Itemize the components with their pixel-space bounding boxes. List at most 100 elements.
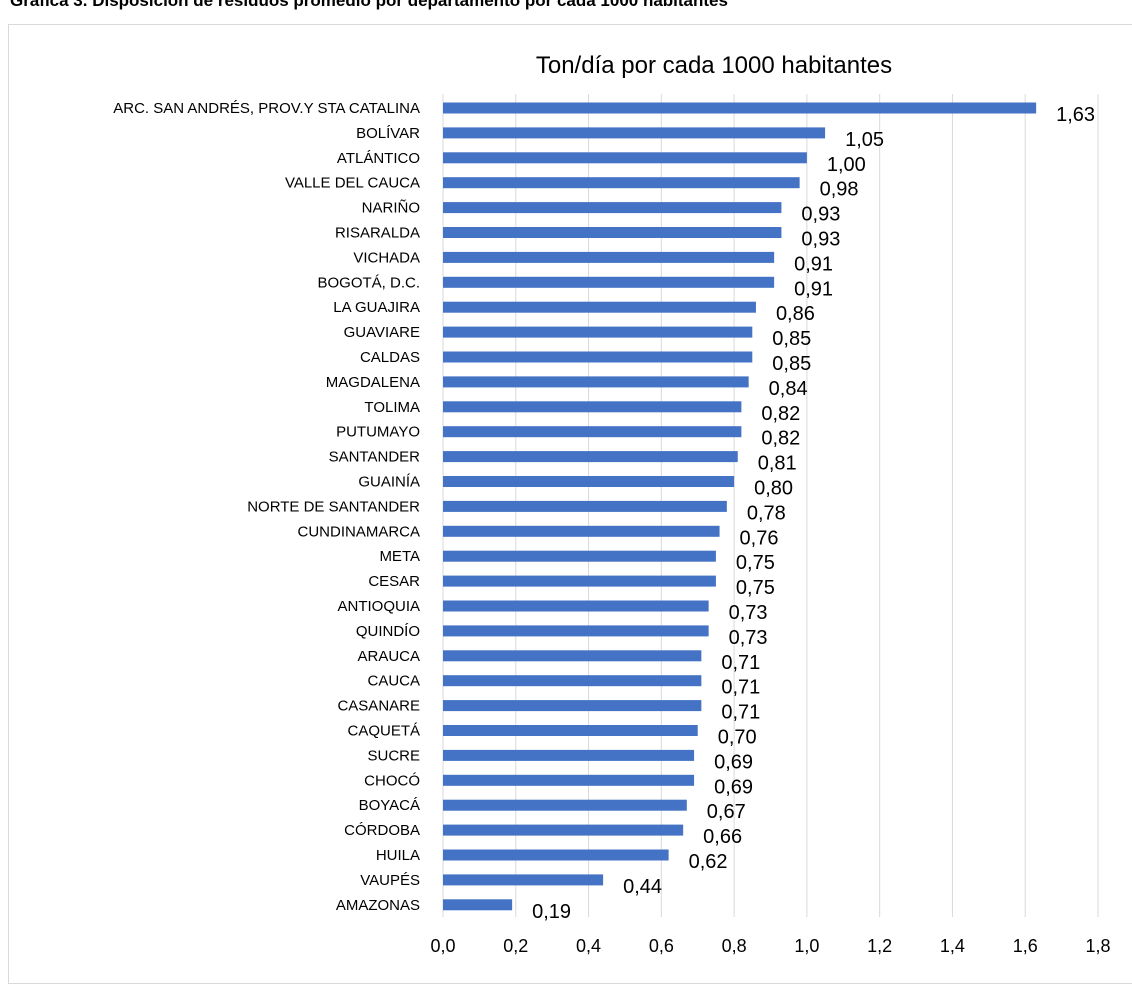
category-label: MAGDALENA: [326, 374, 420, 391]
category-label: QUINDÍO: [356, 623, 420, 640]
category-label: ANTIOQUIA: [337, 598, 420, 615]
value-label: 0,75: [736, 552, 775, 574]
figure-caption: Gráfica 3. Disposición de residuos prome…: [10, 0, 728, 10]
x-axis-ticks: 0,0 0,2 0,4 0,6 0,8 1,0 1,2 1,4 1,6 1,8: [430, 936, 1110, 956]
value-label: 0,91: [794, 278, 833, 300]
value-label: 1,05: [845, 129, 884, 151]
category-label: GUAVIARE: [344, 324, 420, 341]
category-label: BOLÍVAR: [356, 125, 420, 142]
category-label: ATLÁNTICO: [337, 150, 420, 167]
bar: [443, 251, 775, 263]
category-label: CÓRDOBA: [344, 822, 420, 839]
x-tick-label: 0,0: [430, 936, 455, 956]
value-label: 0,81: [758, 453, 797, 475]
bar: [443, 227, 782, 238]
category-label: RISARALDA: [335, 225, 420, 242]
value-label: 0,71: [721, 677, 760, 699]
bar: [443, 127, 826, 139]
value-label: 0,75: [736, 577, 775, 599]
category-label: CAQUETÁ: [347, 723, 420, 740]
value-label: 0,69: [714, 776, 753, 798]
category-label: VICHADA: [353, 249, 420, 266]
category-label: CESAR: [368, 573, 420, 590]
category-label: TOLIMA: [364, 399, 420, 416]
bar: [443, 301, 756, 313]
value-label: 0,82: [761, 403, 800, 425]
bar: [443, 675, 702, 687]
category-label: CAUCA: [367, 673, 420, 690]
value-label: 0,71: [721, 652, 760, 674]
value-label: 1,63: [1056, 104, 1095, 126]
bar: [443, 774, 695, 786]
category-label: BOYACÁ: [359, 797, 420, 814]
category-label: VAUPÉS: [360, 872, 420, 889]
value-label: 0,80: [754, 478, 793, 500]
bar: [443, 575, 716, 587]
x-tick-label: 1,4: [940, 936, 965, 956]
bar: [443, 749, 695, 761]
category-label: CALDAS: [360, 349, 420, 366]
value-label: 0,73: [729, 627, 768, 649]
bar: [443, 799, 687, 811]
value-label: 0,78: [747, 502, 786, 524]
category-label: NARIÑO: [362, 200, 420, 217]
bar: [443, 700, 702, 712]
bar: [443, 625, 709, 637]
bar: [443, 152, 807, 164]
category-label: VALLE DEL CAUCA: [285, 175, 420, 192]
category-label: CHOCÓ: [364, 772, 420, 789]
value-label: 0,19: [532, 901, 571, 923]
category-label: PUTUMAYO: [336, 424, 420, 441]
bar: [443, 650, 702, 662]
bar: [443, 202, 782, 214]
category-label: CUNDINAMARCA: [297, 523, 420, 540]
category-label: META: [379, 548, 420, 565]
bar: [443, 500, 727, 512]
value-label: 0,69: [714, 751, 753, 773]
x-tick-label: 1,2: [867, 936, 892, 956]
x-tick-label: 0,2: [503, 936, 528, 956]
bar: [443, 525, 720, 537]
x-tick-label: 0,6: [649, 936, 674, 956]
value-label: 0,85: [772, 328, 811, 350]
bar: [443, 276, 775, 288]
category-label: ARAUCA: [357, 648, 420, 665]
chart-title: Ton/día por cada 1000 habitantes: [536, 52, 892, 79]
value-label: 0,85: [772, 353, 811, 375]
bar: [443, 849, 669, 861]
value-label: 0,98: [820, 179, 859, 201]
bar: [443, 451, 738, 463]
value-label: 0,67: [707, 801, 746, 823]
value-label: 0,76: [740, 527, 779, 549]
category-label: NORTE DE SANTANDER: [247, 498, 420, 515]
bar: [443, 102, 1037, 114]
bar: [443, 351, 753, 363]
x-tick-label: 0,4: [576, 936, 601, 956]
value-label: 0,86: [776, 303, 815, 325]
bar: [443, 426, 742, 438]
bar: [443, 177, 800, 189]
bar: [443, 725, 698, 736]
value-label: 0,44: [623, 876, 662, 898]
x-tick-label: 1,6: [1013, 936, 1038, 956]
bar: [443, 376, 749, 388]
value-labels: 1,631,051,000,980,930,930,910,910,860,85…: [532, 104, 1095, 923]
category-label: BOGOTÁ, D.C.: [317, 274, 420, 291]
x-tick-label: 0,8: [722, 936, 747, 956]
bar: [443, 824, 684, 836]
category-label: ARC. SAN ANDRÉS, PROV.Y STA CATALINA: [113, 100, 420, 117]
bar: [443, 600, 709, 612]
value-label: 0,93: [801, 204, 840, 226]
category-labels: ARC. SAN ANDRÉS, PROV.Y STA CATALINA BOLÍ…: [113, 100, 420, 914]
value-label: 0,93: [801, 229, 840, 251]
value-label: 0,84: [769, 378, 808, 400]
bars: [443, 102, 1037, 911]
value-label: 0,73: [729, 602, 768, 624]
bar: [443, 476, 735, 487]
category-label: AMAZONAS: [336, 897, 420, 914]
value-label: 1,00: [827, 154, 866, 176]
value-label: 0,70: [718, 727, 757, 749]
x-tick-label: 1,8: [1085, 936, 1110, 956]
bar: [443, 401, 742, 413]
